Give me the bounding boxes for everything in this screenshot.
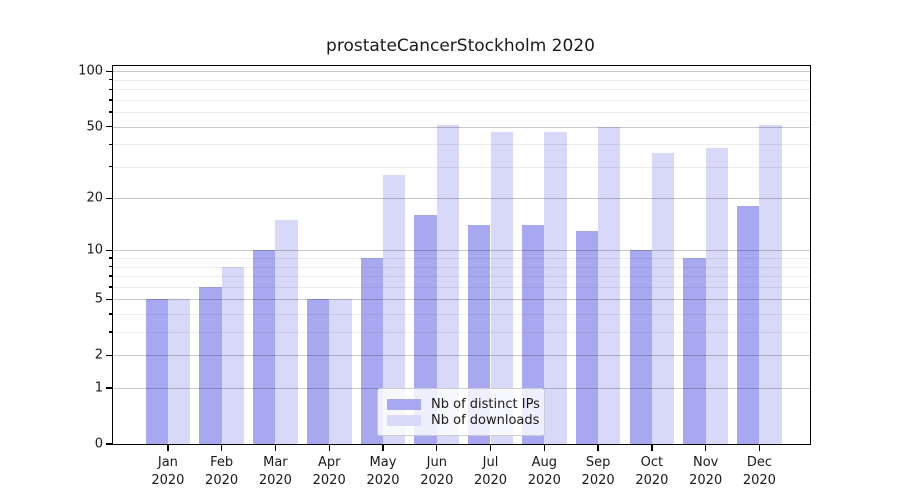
x-axis-tick-label-jan: Jan 2020 bbox=[151, 455, 185, 489]
legend-item-downloads: Nb of downloads bbox=[387, 413, 539, 428]
bar-distinct-ips-sep bbox=[575, 230, 599, 444]
y-axis-tick-label: 20 bbox=[86, 190, 103, 206]
y-axis-minor-tick bbox=[108, 111, 112, 113]
x-axis-tick bbox=[382, 445, 384, 451]
y-axis-minor-tick bbox=[108, 166, 112, 168]
bar-downloads-mar bbox=[275, 220, 298, 444]
bar-downloads-jan bbox=[167, 299, 191, 444]
y-axis-tick bbox=[106, 354, 112, 356]
gridline-minor bbox=[113, 79, 810, 81]
y-axis-tick bbox=[106, 298, 112, 300]
y-axis-minor-tick bbox=[108, 275, 112, 277]
x-axis-tick bbox=[274, 445, 277, 451]
gridline-minor bbox=[113, 89, 810, 91]
bar-downloads-apr bbox=[329, 299, 352, 444]
x-axis-tick-label-feb: Feb 2020 bbox=[205, 455, 239, 489]
y-axis-minor-tick bbox=[108, 286, 112, 288]
bar-downloads-aug bbox=[544, 131, 567, 444]
plot-area: Nb of distinct IPs Nb of downloads 0 1 2 5 1… bbox=[78, 64, 811, 488]
bar-distinct-ips-dec bbox=[737, 206, 760, 444]
y-axis-minor-tick bbox=[108, 313, 112, 315]
y-axis-minor-tick bbox=[108, 257, 112, 259]
y-axis-tick bbox=[106, 125, 112, 128]
bar-downloads-may bbox=[383, 175, 406, 444]
x-axis-tick-label-dec: Dec 2020 bbox=[742, 455, 776, 489]
x-axis-tick bbox=[436, 445, 438, 451]
y-axis-tick bbox=[106, 443, 112, 445]
gridline-minor bbox=[113, 144, 810, 146]
bar-downloads-jul bbox=[490, 131, 513, 444]
gridline-major bbox=[113, 126, 810, 128]
bar-distinct-ips-nov bbox=[683, 258, 706, 444]
y-axis-tick bbox=[106, 249, 112, 252]
bar-downloads-jun bbox=[436, 125, 460, 444]
bar-distinct-ips-jun bbox=[414, 215, 437, 444]
x-axis-tick-label-may: May 2020 bbox=[366, 455, 400, 489]
gridline-minor bbox=[113, 99, 810, 101]
x-axis-tick-label-mar: Mar 2020 bbox=[258, 455, 292, 489]
x-axis-tick bbox=[167, 445, 169, 451]
bar-downloads-dec bbox=[759, 125, 782, 444]
x-axis-tick-label-sep: Sep 2020 bbox=[581, 455, 615, 489]
bar-downloads-sep bbox=[598, 126, 621, 444]
bar-downloads-feb bbox=[221, 266, 244, 444]
x-axis-tick bbox=[328, 445, 330, 451]
x-axis-tick-label-jun: Jun 2020 bbox=[420, 455, 454, 489]
legend-label-distinct-ips: Nb of distinct IPs bbox=[431, 397, 540, 412]
y-axis-minor-tick bbox=[108, 143, 112, 145]
x-axis-tick-label-nov: Nov 2020 bbox=[689, 455, 723, 489]
y-axis-minor-tick bbox=[108, 331, 112, 333]
bar-distinct-ips-feb bbox=[199, 286, 222, 444]
legend: Nb of distinct IPs Nb of downloads bbox=[377, 388, 545, 436]
legend-item-distinct-ips: Nb of distinct IPs bbox=[387, 397, 540, 412]
x-axis-tick bbox=[758, 445, 761, 451]
x-axis-tick bbox=[651, 445, 653, 451]
gridline-major bbox=[113, 71, 810, 73]
x-axis-tick bbox=[543, 445, 545, 451]
x-axis-tick-label-aug: Aug 2020 bbox=[527, 455, 561, 489]
y-axis-minor-tick bbox=[108, 265, 112, 268]
y-axis-minor-tick bbox=[108, 99, 112, 101]
bar-distinct-ips-apr bbox=[306, 299, 330, 444]
y-axis-tick bbox=[106, 197, 112, 199]
y-axis-tick-label: 50 bbox=[86, 119, 103, 135]
x-axis-tick-label-jul: Jul 2020 bbox=[473, 455, 508, 489]
bar-distinct-ips-oct bbox=[629, 250, 652, 444]
bar-downloads-nov bbox=[705, 148, 729, 444]
x-axis-tick bbox=[597, 445, 599, 451]
bar-distinct-ips-jan bbox=[145, 299, 168, 444]
y-axis-tick bbox=[106, 387, 112, 389]
bar-distinct-ips-mar bbox=[253, 250, 276, 444]
y-axis-tick-label: 100 bbox=[78, 63, 103, 79]
y-axis-minor-tick bbox=[108, 79, 112, 81]
y-axis-tick bbox=[106, 70, 112, 73]
x-axis-tick bbox=[220, 445, 223, 451]
y-axis-minor-tick bbox=[108, 88, 112, 90]
legend-swatch-downloads bbox=[387, 415, 421, 426]
y-axis-tick-label: 5 bbox=[94, 291, 103, 307]
y-axis-tick-label: 2 bbox=[94, 347, 103, 363]
y-axis-tick-label: 10 bbox=[86, 242, 103, 258]
chart-title: prostateCancerStockholm 2020 bbox=[326, 36, 595, 56]
legend-label-downloads: Nb of downloads bbox=[431, 413, 540, 428]
y-axis-tick-label: 0 bbox=[94, 436, 103, 452]
x-axis-tick bbox=[489, 445, 492, 451]
gridline-minor bbox=[113, 112, 810, 114]
y-axis-tick-label: 1 bbox=[94, 380, 103, 396]
x-axis-tick-label-oct: Oct 2020 bbox=[635, 455, 669, 489]
x-axis-tick-label-apr: Apr 2020 bbox=[312, 455, 346, 489]
bar-downloads-oct bbox=[651, 152, 675, 444]
x-axis-tick bbox=[705, 445, 707, 451]
legend-swatch-distinct-ips bbox=[387, 399, 421, 410]
